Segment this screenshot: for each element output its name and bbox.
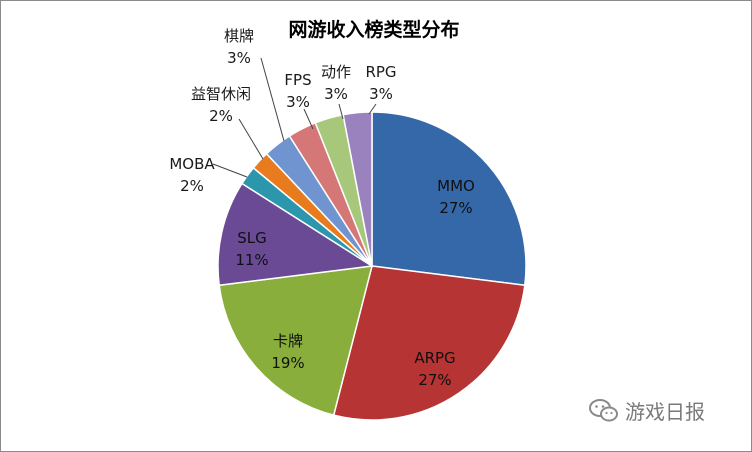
slice-name: 益智休闲 [191, 85, 251, 103]
pie-slice-2 [332, 265, 526, 421]
pie-slice-10 [342, 111, 373, 267]
slice-label-5: MOBA 2% [169, 155, 215, 195]
slice-label-10: RPG 3% [365, 63, 396, 103]
slice-label-6: 益智休闲 2% [191, 85, 251, 125]
slice-percent: 2% [180, 177, 204, 195]
leader-line-9 [338, 103, 344, 120]
slice-percent: 3% [324, 85, 348, 103]
slice-percent: 3% [369, 85, 393, 103]
slice-name: MOBA [169, 155, 215, 173]
slice-label-7: 棋牌 3% [224, 27, 254, 67]
slice-label-9: 动作 3% [321, 63, 351, 103]
slice-percent: 2% [209, 107, 233, 125]
slice-name: 动作 [321, 63, 351, 81]
slice-label-8: FPS 3% [284, 71, 311, 111]
slice-percent: 3% [286, 93, 310, 111]
leader-line-7 [260, 57, 285, 142]
pie-slice-3 [218, 265, 374, 417]
wechat-icon [589, 398, 618, 421]
chart-title: 网游收入榜类型分布 [288, 18, 459, 41]
leader-line-5 [212, 163, 248, 178]
slice-name: 卡牌 [273, 332, 303, 350]
slice-label-3: 卡牌 19% [271, 332, 304, 372]
watermark-text: 游戏日报 [625, 400, 705, 424]
slice-percent: 27% [418, 371, 451, 389]
slice-percent: 19% [271, 354, 304, 372]
slice-name: RPG [365, 63, 396, 81]
watermark: 游戏日报 [589, 396, 705, 425]
pie-slice-1 [371, 111, 527, 287]
slice-label-4: SLG 11% [235, 229, 268, 269]
leader-line-8 [303, 108, 314, 130]
leader-line-6 [238, 118, 264, 160]
slice-percent: 3% [227, 49, 251, 67]
leader-line-10 [368, 103, 377, 115]
slice-label-2: ARPG 27% [414, 349, 455, 389]
slice-percent: 27% [439, 199, 472, 217]
slice-name: ARPG [414, 349, 455, 367]
slice-label-1: MMO 27% [437, 177, 475, 217]
pie-slice-4 [217, 182, 375, 287]
slice-name: FPS [284, 71, 311, 89]
slice-name: SLG [237, 229, 267, 247]
slice-name: 棋牌 [224, 27, 254, 45]
slice-percent: 11% [235, 251, 268, 269]
slice-name: MMO [437, 177, 475, 195]
